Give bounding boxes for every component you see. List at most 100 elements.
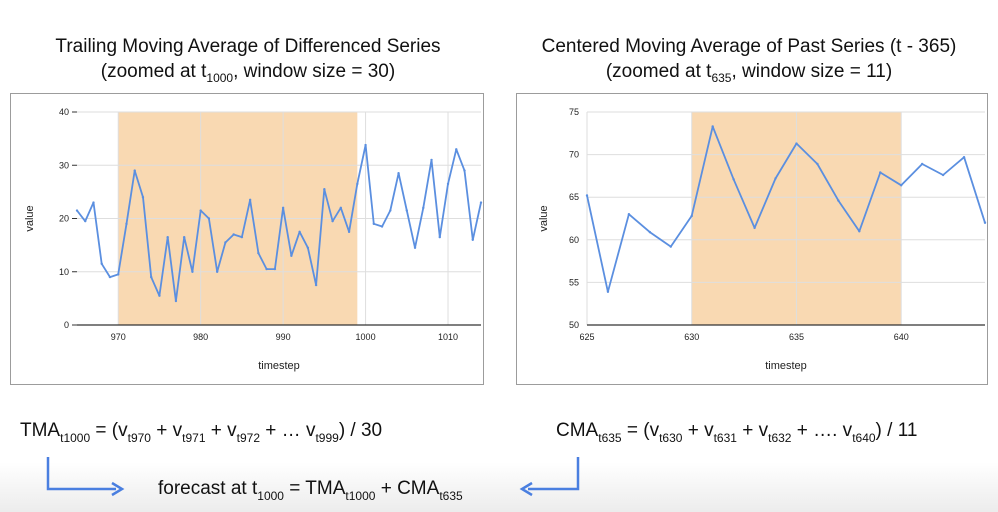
left-title-line2-pre: (zoomed at t [100,61,207,82]
y-tick-label: 10 [59,267,69,277]
x-tick-label: 970 [111,332,126,342]
cma-formula-part: + …. v [791,420,853,441]
data-point [879,171,882,174]
cma-formula-part: t631 [713,431,737,445]
y-tick-label: 50 [569,320,579,330]
cma-formula-part: t632 [768,431,792,445]
data-point [606,290,610,293]
x-axis-label: timestep [765,360,807,372]
cma-formula-part: + v [736,420,769,441]
data-point [298,230,301,234]
cma-formula: CMAt635 = (vt630 + vt631 + vt632 + …. vt… [556,420,918,445]
series-line [76,144,482,302]
data-point [100,262,103,265]
tma-formula-part: = (v [90,420,128,441]
cma-formula-part: CMA [556,420,599,441]
cma-formula-part: t630 [659,431,683,445]
cma-formula-part: ) / 11 [875,420,918,441]
tma-formula-part: ) / 30 [338,420,383,441]
right-title-line2-post: , window size = 11) [731,61,893,82]
data-point [795,142,798,145]
data-point [125,222,128,226]
data-point [648,230,652,234]
data-point [627,213,631,216]
left-arrow-icon [46,457,125,497]
right-chart-panel: 50 55 60 65 70 75 625 630 635 640 timestep value [516,93,988,385]
data-point [182,235,186,239]
data-point [455,148,458,151]
data-point [837,199,840,202]
data-point [983,221,987,224]
data-point [75,209,79,212]
data-point [711,125,714,128]
left-title-line2-sub: 1000 [206,71,234,85]
cma-formula-part: t640 [852,431,876,445]
data-point [108,275,112,279]
data-point [858,230,861,233]
tma-formula-part: t971 [182,431,206,445]
data-point [281,206,285,210]
right-title-line2-pre: (zoomed at t [605,61,712,82]
forecast-formula-part: + CMA [375,478,440,499]
data-point [774,177,777,180]
data-point [816,162,819,166]
data-point [166,235,169,239]
tma-formula-part: t1000 [60,431,91,445]
data-point [920,162,924,166]
y-tick-label: 20 [59,214,69,224]
x-tick-label: 635 [789,332,804,342]
tma-formula-part: TMA [20,420,61,441]
forecast-formula-part: 1000 [257,489,284,503]
forecast-formula-part: forecast at t [158,478,258,499]
data-point [339,206,343,210]
right-title-line2: (zoomed at t635, window size = 11) [500,59,998,84]
x-tick-label: 1000 [356,332,376,342]
y-tick-label: 40 [59,107,69,117]
data-point [900,184,903,187]
tma-formula-part: + v [205,420,237,441]
y-tick-label: 60 [569,235,579,245]
data-point [117,273,120,276]
tma-formula-part: + v [150,420,183,441]
data-point [347,230,351,234]
data-point [290,254,293,257]
y-tick-label: 55 [569,277,579,287]
y-tick-label: 65 [569,192,579,202]
tma-formula-part: t970 [127,431,151,445]
data-point [463,169,466,172]
data-point [265,267,268,271]
y-axis-label: value [538,205,550,231]
series-line [586,125,986,293]
left-chart-panel: 0 10 20 30 40 970 980 990 1000 1010 timestep value [10,93,484,385]
data-point [438,235,441,239]
left-title-line1: Trailing Moving Average of Differenced S… [55,36,441,57]
forecast-formula-part: t1000 [345,489,376,503]
y-tick-label: 0 [64,320,69,330]
data-point [331,219,334,223]
data-point [314,283,318,287]
data-point [133,169,136,172]
data-point [215,270,219,273]
cma-line-chart: 50 55 60 65 70 75 625 630 635 640 timestep value [538,107,987,372]
data-point [306,246,310,249]
y-tick-label: 70 [569,150,579,160]
data-point [248,198,252,202]
right-title-line1: Centered Moving Average of Past Series (… [541,36,957,57]
cma-formula-part: t635 [598,431,622,445]
data-point [380,225,384,228]
data-point [389,209,392,212]
y-axis-label: value [24,205,36,231]
data-point [158,294,161,297]
data-point [199,209,202,212]
data-point [422,206,425,210]
left-title-line2: (zoomed at t1000, window size = 30) [0,59,496,84]
data-point [364,143,367,147]
tma-formula-part: t972 [236,431,261,445]
x-tick-label: 990 [276,332,291,342]
data-point [405,209,408,212]
data-point [446,182,450,186]
x-tick-label: 640 [894,332,909,342]
data-point [397,172,400,175]
data-point [732,178,735,181]
data-point [585,194,589,197]
